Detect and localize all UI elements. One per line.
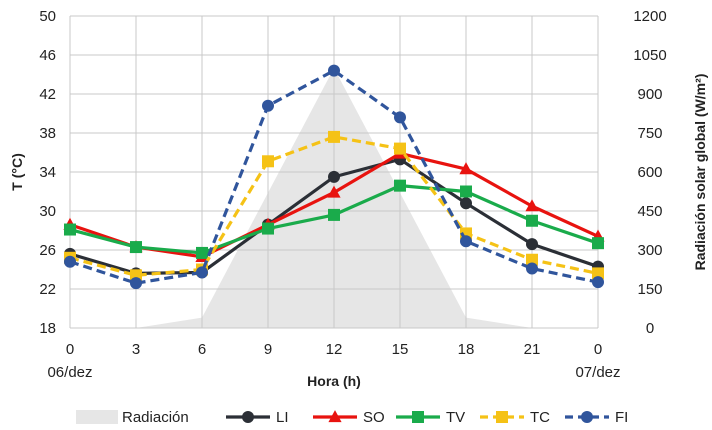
data-point-fi xyxy=(262,99,274,112)
legend-item-li: LI xyxy=(226,409,289,426)
legend-label: SO xyxy=(363,409,385,426)
y-tick-label: 38 xyxy=(39,125,56,142)
y-tick-label: 26 xyxy=(39,242,56,259)
series-line-tc xyxy=(69,135,599,277)
legend-swatch-radiación xyxy=(76,410,118,424)
x-tick-label: 21 xyxy=(524,341,541,358)
y-tick-label: 22 xyxy=(39,281,56,298)
data-point-fi xyxy=(130,277,142,290)
data-point-so xyxy=(525,199,539,212)
data-point-tv xyxy=(526,214,538,227)
data-point-tv xyxy=(394,179,406,192)
left-axis-ticks: 18 22 26 30 34 38 42 46 50 xyxy=(39,8,56,337)
legend-item-radiación: Radiación xyxy=(76,409,189,426)
y-axis-title: T (°C) xyxy=(9,153,25,190)
data-point-tv xyxy=(64,223,76,236)
data-point-li xyxy=(526,238,538,251)
y2-tick-label: 150 xyxy=(637,281,662,298)
data-point-tc xyxy=(328,130,340,143)
x-tick-label: 3 xyxy=(132,341,140,358)
data-point-so xyxy=(327,185,341,198)
y2-axis-title: Radiación solar global (W/m²) xyxy=(692,74,708,271)
y2-tick-label: 450 xyxy=(637,203,662,220)
data-point-tc xyxy=(592,267,604,280)
y2-tick-label: 1200 xyxy=(633,8,666,25)
series-line-fi xyxy=(69,68,599,285)
y2-tick-label: 300 xyxy=(637,242,662,259)
y-tick-label: 30 xyxy=(39,203,56,220)
data-point-tv xyxy=(460,185,472,198)
x-tick-label: 12 xyxy=(326,341,343,358)
data-point-tv xyxy=(196,246,208,259)
data-point-fi xyxy=(64,255,76,268)
data-point-fi xyxy=(328,64,340,77)
data-point-tc xyxy=(526,253,538,266)
data-point-tv xyxy=(130,241,142,254)
x-tick-label: 0 xyxy=(66,341,74,358)
legend-marker-tv xyxy=(412,411,424,423)
x-tick-label: 18 xyxy=(458,341,475,358)
y-tick-label: 50 xyxy=(39,8,56,25)
legend-marker-so xyxy=(328,410,342,423)
legend-label: Radiación xyxy=(122,409,189,426)
legend-item-tv: TV xyxy=(396,409,465,426)
data-point-tv xyxy=(592,237,604,250)
legend-item-so: SO xyxy=(313,409,385,426)
data-point-li xyxy=(328,170,340,183)
legend: Radiación LI SO TV TC FI xyxy=(76,409,628,426)
y-tick-label: 46 xyxy=(39,47,56,64)
data-point-so xyxy=(459,162,473,175)
data-point-fi xyxy=(592,276,604,289)
legend-marker-li xyxy=(242,411,254,423)
y2-tick-label: 900 xyxy=(637,86,662,103)
legend-label: TV xyxy=(446,409,465,426)
series-layer xyxy=(63,64,605,290)
y2-tick-label: 0 xyxy=(646,320,654,337)
x-date-label: 06/dez xyxy=(47,364,92,381)
legend-label: LI xyxy=(276,409,289,426)
data-point-fi xyxy=(394,111,406,124)
legend-marker-fi xyxy=(581,411,593,423)
data-point-li xyxy=(460,197,472,210)
x-date-label: 07/dez xyxy=(575,364,620,381)
y-tick-label: 42 xyxy=(39,86,56,103)
data-point-tc xyxy=(394,142,406,155)
x-axis-title: Hora (h) xyxy=(307,373,361,389)
legend-item-fi: FI xyxy=(565,409,628,426)
data-point-tv xyxy=(262,222,274,235)
y2-tick-label: 750 xyxy=(637,125,662,142)
data-point-tv xyxy=(328,208,340,221)
data-point-fi xyxy=(460,235,472,248)
x-tick-label: 6 xyxy=(198,341,206,358)
y-tick-label: 18 xyxy=(39,320,56,337)
data-point-fi xyxy=(526,262,538,275)
data-point-tc xyxy=(262,155,274,168)
series-fi xyxy=(64,64,604,290)
legend-item-tc: TC xyxy=(480,409,550,426)
x-tick-label: 0 xyxy=(594,341,602,358)
x-tick-label: 15 xyxy=(392,341,409,358)
y2-tick-label: 1050 xyxy=(633,47,666,64)
data-point-fi xyxy=(196,266,208,279)
y2-tick-label: 600 xyxy=(637,164,662,181)
right-axis-ticks: 0 150 300 450 600 750 900 1050 1200 xyxy=(633,8,666,337)
x-tick-label: 9 xyxy=(264,341,272,358)
legend-marker-tc xyxy=(496,411,508,423)
y-tick-label: 34 xyxy=(39,164,56,181)
legend-label: TC xyxy=(530,409,550,426)
series-tv xyxy=(64,179,604,259)
legend-label: FI xyxy=(615,409,628,426)
x-axis-ticks: 0 3 6 9 12 15 18 21 0 06/dez 07/dez xyxy=(47,341,620,381)
